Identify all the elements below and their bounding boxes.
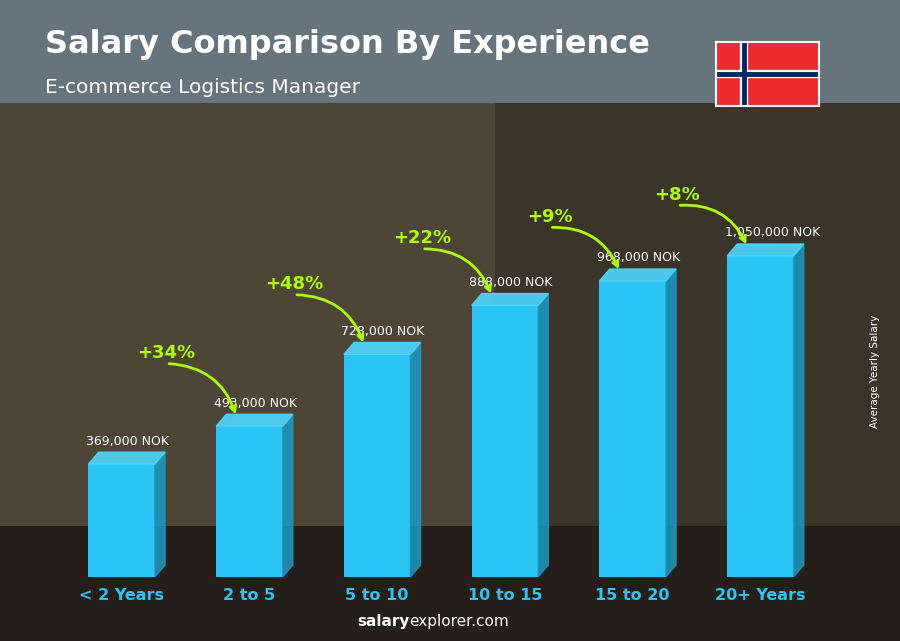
Polygon shape: [794, 244, 804, 577]
Text: salary: salary: [357, 615, 410, 629]
Bar: [472, 305, 538, 577]
Text: Average Yearly Salary: Average Yearly Salary: [869, 315, 880, 428]
Polygon shape: [344, 342, 420, 354]
Polygon shape: [88, 452, 165, 464]
Text: 728,000 NOK: 728,000 NOK: [341, 325, 425, 338]
Polygon shape: [666, 269, 676, 577]
Polygon shape: [216, 414, 292, 426]
Text: 968,000 NOK: 968,000 NOK: [597, 251, 680, 265]
Text: 888,000 NOK: 888,000 NOK: [469, 276, 553, 289]
Text: 493,000 NOK: 493,000 NOK: [213, 397, 297, 410]
Text: +48%: +48%: [265, 275, 323, 293]
Text: Salary Comparison By Experience: Salary Comparison By Experience: [45, 29, 650, 60]
Text: +34%: +34%: [138, 344, 195, 362]
Text: 369,000 NOK: 369,000 NOK: [86, 435, 169, 447]
Text: E-commerce Logistics Manager: E-commerce Logistics Manager: [45, 78, 360, 97]
Bar: [599, 281, 666, 577]
Text: +8%: +8%: [654, 186, 700, 204]
Bar: [216, 426, 283, 577]
Text: +22%: +22%: [392, 229, 451, 247]
Polygon shape: [155, 452, 165, 577]
Polygon shape: [283, 414, 293, 577]
Polygon shape: [538, 294, 548, 577]
Text: explorer.com: explorer.com: [410, 615, 509, 629]
Text: 1,050,000 NOK: 1,050,000 NOK: [724, 226, 820, 239]
Bar: [88, 464, 155, 577]
Polygon shape: [599, 269, 676, 281]
Text: +9%: +9%: [526, 208, 572, 226]
Bar: [727, 256, 794, 577]
Bar: [344, 354, 410, 577]
Polygon shape: [727, 244, 804, 256]
Polygon shape: [410, 342, 420, 577]
Polygon shape: [472, 294, 548, 305]
